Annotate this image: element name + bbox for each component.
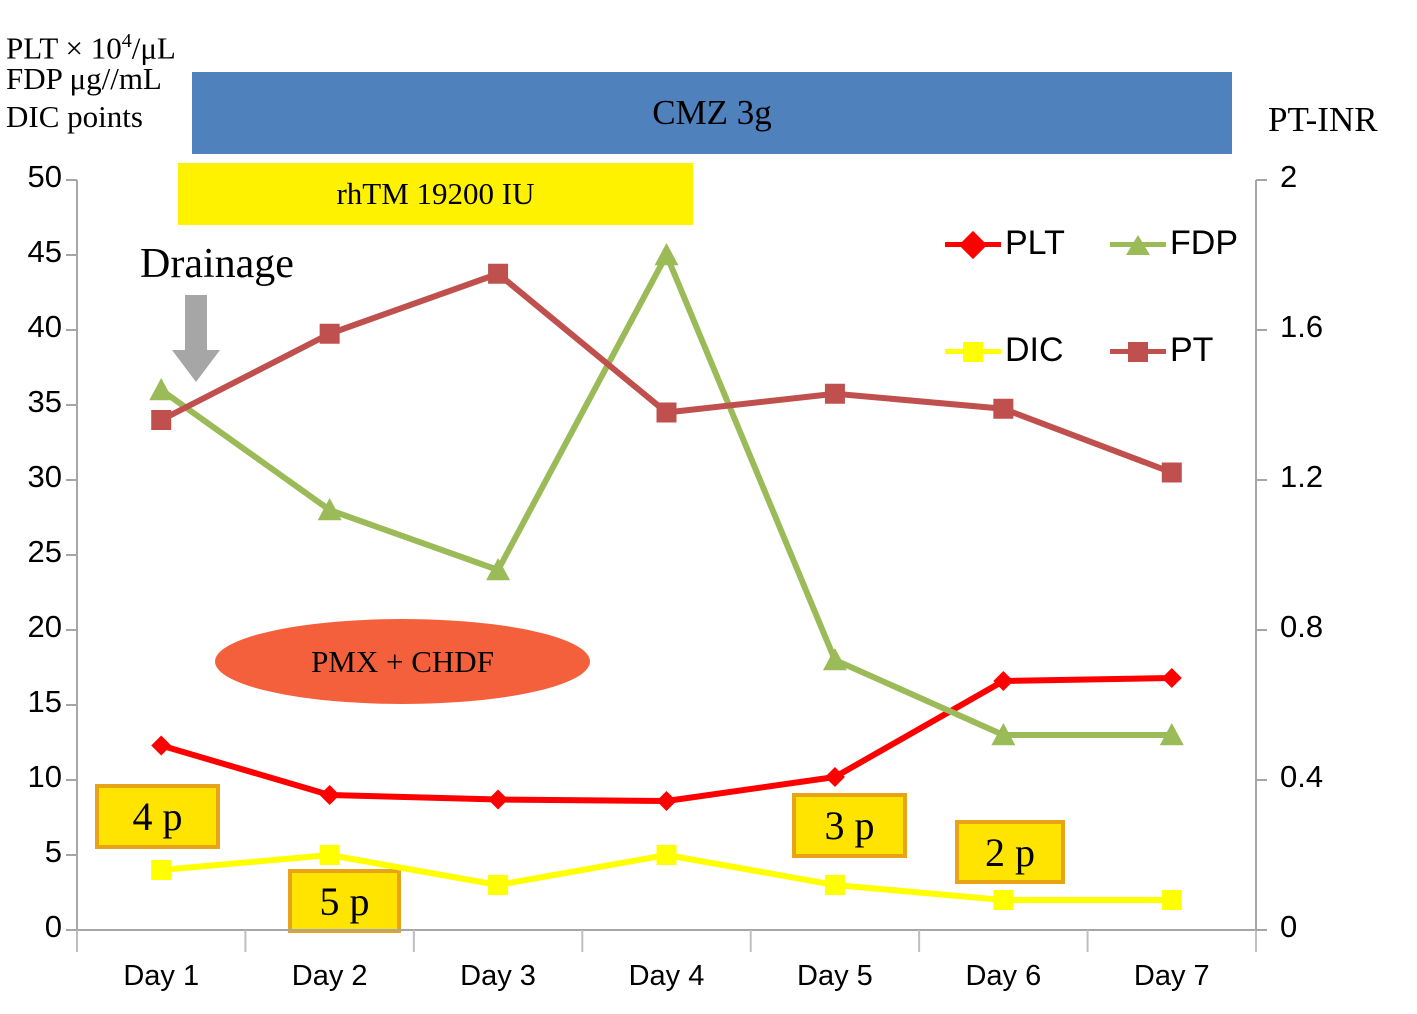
treatment-bar-rhtm: rhTM 19200 IU [178,163,693,225]
y-axis-tick-label: 30 [27,459,62,494]
dic-points-box-day1: 4 p [95,784,220,849]
legend-item-fdp[interactable]: FDP [1110,224,1238,263]
dic-marker-icon [945,334,1001,368]
fdp-marker-icon [1110,227,1166,261]
y-axis-tick-label: 40 [27,309,62,344]
fdp-unit-label: FDP μg//mL [6,61,162,96]
x-axis-tick-label: Day 3 [460,960,536,992]
y2-axis-tick-label: 0.8 [1280,609,1324,644]
y-axis-tick-label: 15 [27,684,62,719]
x-axis-tick-label: Day 6 [965,960,1042,992]
x-axis-tick-label: Day 1 [123,960,200,992]
legend-item-plt[interactable]: PLT [945,224,1065,263]
y-axis-tick-label: 25 [27,534,62,569]
y2-axis-tick-label: 0.4 [1280,759,1324,794]
y-axis-tick-label: 20 [27,609,62,644]
legend-label-pt: PT [1170,331,1214,369]
pmx-chdf-ellipse: PMX + CHDF [215,619,590,704]
series-pt [151,263,1182,483]
dic-points-box-day6: 2 p [955,820,1065,884]
y-axis-tick-label: 50 [27,159,62,194]
legend-label-dic: DIC [1005,331,1064,369]
right-axis-title: PT-INR [1268,100,1378,139]
y-axis-tick-label: 35 [27,384,62,419]
x-axis-tick-label: Day 2 [291,960,368,992]
legend-label-fdp: FDP [1170,224,1238,262]
dic-points-box-day2: 5 p [288,869,401,933]
axis-unit-labels: PLT × 104/μL FDP μg//mL DIC points [6,22,176,136]
legend-item-dic[interactable]: DIC [945,331,1064,370]
x-axis-tick-label: Day 5 [797,960,873,992]
y2-axis-tick-label: 0 [1280,909,1298,944]
legend-label-plt: PLT [1005,224,1065,262]
treatment-bar-cmz: CMZ 3g [192,72,1232,154]
y2-axis-tick-label: 2 [1280,159,1298,194]
y-axis-tick-label: 10 [27,759,62,794]
dic-points-box-day5: 3 p [792,793,907,858]
x-axis-tick-label: Day 4 [628,960,705,992]
x-axis-tick-label: Day 7 [1133,960,1210,992]
y-axis-tick-label: 0 [44,909,62,944]
plt-marker-icon [945,227,1001,261]
y2-axis-tick-label: 1.2 [1280,459,1324,494]
y-axis-tick-label: 45 [27,234,62,269]
dic-unit-label: DIC points [6,99,143,134]
y-axis-tick-label: 5 [44,834,62,869]
pt-marker-icon [1110,334,1166,368]
drainage-label: Drainage [140,241,294,287]
legend-item-pt[interactable]: PT [1110,331,1213,370]
plt-unit-label: PLT × 104/μL [6,30,176,66]
y2-axis-tick-label: 1.6 [1280,309,1324,344]
